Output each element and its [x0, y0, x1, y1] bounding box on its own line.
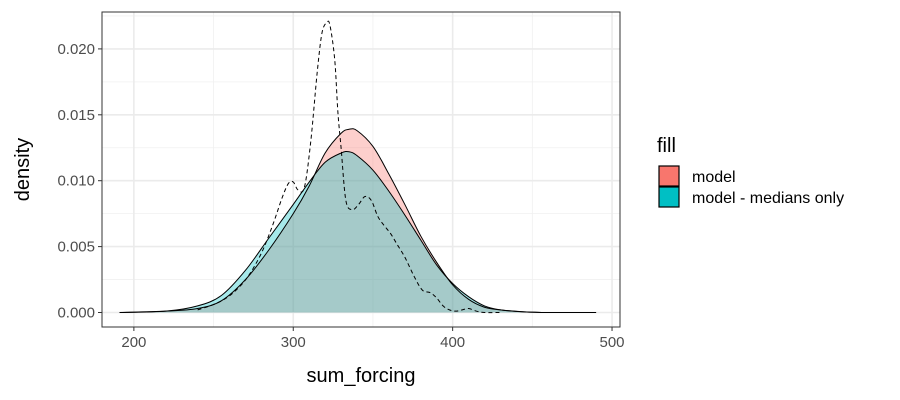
- y-axis-title: density: [12, 138, 34, 201]
- legend-label-1: model - medians only: [692, 190, 844, 207]
- x-axis-title: sum_forcing: [307, 365, 416, 387]
- x-tick-label: 400: [440, 334, 465, 351]
- density-outline-1: [119, 150, 597, 314]
- legend-swatch-1: [658, 186, 680, 208]
- density-area-1: [119, 151, 597, 313]
- x-tick-label: 500: [600, 334, 625, 351]
- x-tick-label: 200: [121, 334, 146, 351]
- panel-border: [101, 11, 621, 328]
- x-tick-label: 300: [281, 334, 306, 351]
- axis-ticks: [98, 48, 613, 331]
- y-tick-label: 0.020: [57, 41, 95, 58]
- minor-gridlines: [102, 12, 620, 327]
- density-areas: [119, 128, 597, 313]
- legend-title: fill: [657, 135, 676, 157]
- density-area-0: [119, 128, 597, 313]
- legend-swatch-0: [658, 165, 680, 187]
- y-tick-label: 0.005: [57, 239, 95, 256]
- legend-items: model model - medians only: [658, 165, 844, 208]
- legend: fill model model - medians only: [657, 135, 844, 208]
- density-dashed-line: [197, 20, 501, 314]
- density-outline-0: [119, 128, 597, 314]
- y-tick-label: 0.015: [57, 107, 95, 124]
- legend-label-0: model: [692, 169, 736, 186]
- y-tick-label: 0.010: [57, 173, 95, 190]
- y-tick-label: 0.000: [57, 305, 95, 322]
- axis-tick-labels: 200 300 400 500 0.000 0.005 0.010 0.015 0.020: [57, 41, 624, 351]
- density-lines: [119, 20, 597, 314]
